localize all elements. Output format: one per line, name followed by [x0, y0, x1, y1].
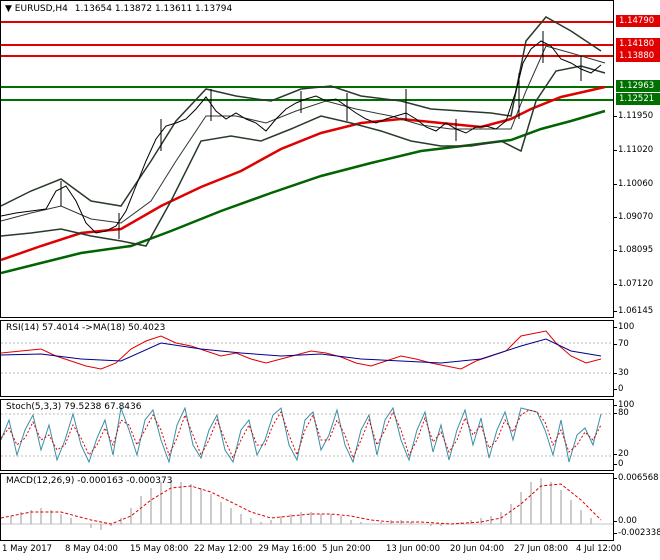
rsi-tick: 30 — [614, 368, 629, 378]
stoch-tick: 20 — [614, 449, 629, 459]
time-label: 15 May 08:00 — [130, 544, 189, 554]
price-series — [1, 40, 602, 234]
rsi-chart — [1, 330, 613, 374]
time-label: 29 May 16:00 — [258, 544, 317, 554]
price-pane[interactable]: ▼ EURUSD,H4 1.13654 1.13872 1.13611 1.13… — [0, 0, 614, 318]
price-tick: 1.07120 — [613, 279, 654, 289]
macd-tick: -0.002338 — [614, 528, 660, 538]
macd-tick: 0.00 — [614, 516, 637, 526]
level-tag-resistance: 1.14790 — [616, 15, 660, 27]
stoch-axis: 100 80 20 0 — [613, 399, 660, 471]
stoch-tick: 100 — [613, 400, 635, 410]
rsi-axis: 100 70 30 0 — [613, 320, 660, 397]
time-label: 20 Jun 04:00 — [450, 544, 504, 554]
macd-axis: 0.006568 0.00 -0.002338 — [614, 473, 660, 541]
macd-chart — [1, 478, 613, 530]
rsi-ma-line — [1, 338, 602, 364]
macd-signal-line — [1, 483, 602, 525]
macd-tick: 0.006568 — [614, 473, 659, 483]
price-tick: 1.09070 — [613, 212, 654, 222]
time-label: 4 Jul 12:00 — [576, 544, 622, 554]
stoch-signal-line — [1, 409, 602, 460]
stoch-tick: 0 — [613, 459, 624, 469]
time-label: 8 May 04:00 — [65, 544, 118, 554]
rsi-tick: 0 — [613, 384, 624, 394]
rsi-tick: 100 — [613, 322, 635, 332]
level-tag-support: 1.12521 — [616, 93, 660, 105]
time-label: 27 Jun 08:00 — [514, 544, 568, 554]
price-tick: 1.11950 — [613, 111, 654, 121]
stoch-pane[interactable]: Stoch(5,3,3) 79.5238 67.8436 — [0, 399, 614, 471]
stoch-chart — [1, 406, 613, 464]
macd-header: MACD(12,26,9) -0.000163 -0.000373 — [6, 476, 173, 486]
ohlc-values: 1.13654 1.13872 1.13611 1.13794 — [74, 4, 233, 14]
price-tick: 1.08095 — [613, 245, 654, 255]
time-label: 22 May 12:00 — [194, 544, 253, 554]
level-tag-support: 1.12963 — [616, 80, 660, 92]
rsi-line — [1, 330, 602, 370]
price-tick: 1.11020 — [613, 145, 654, 155]
level-tag-resistance: 1.13880 — [616, 50, 660, 62]
symbol-label: EURUSD,H4 — [14, 4, 68, 14]
fast-moving-average — [1, 85, 606, 262]
bollinger-middle — [1, 45, 606, 224]
stoch-tick: 80 — [614, 408, 629, 418]
level-tag-resistance: 1.14180 — [616, 38, 660, 50]
price-tick: 1.06145 — [613, 306, 654, 316]
time-label: 13 Jun 00:00 — [386, 544, 440, 554]
time-label: 5 Jun 20:00 — [322, 544, 371, 554]
price-chart — [1, 16, 613, 275]
price-header: ▼ EURUSD,H4 1.13654 1.13872 1.13611 1.13… — [5, 4, 232, 14]
macd-histogram — [10, 478, 592, 530]
stoch-main-line — [1, 406, 602, 464]
time-label: 1 May 2017 — [2, 544, 53, 554]
candle-wicks — [60, 31, 582, 239]
macd-pane[interactable]: MACD(12,26,9) -0.000163 -0.000373 — [0, 473, 614, 541]
stoch-header: Stoch(5,3,3) 79.5238 67.8436 — [6, 402, 142, 412]
slow-moving-average — [1, 109, 606, 275]
collapse-triangle-icon[interactable]: ▼ — [5, 4, 12, 14]
price-tick: 1.10060 — [613, 179, 654, 189]
rsi-pane[interactable]: RSI(14) 57.4014 ->MA(18) 50.4023 — [0, 320, 614, 397]
rsi-header: RSI(14) 57.4014 ->MA(18) 50.4023 — [6, 323, 166, 333]
price-axis: 1.11950 1.11020 1.10060 1.09070 1.08095 … — [613, 0, 660, 318]
rsi-tick: 70 — [614, 339, 629, 349]
bollinger-lower — [1, 65, 606, 247]
